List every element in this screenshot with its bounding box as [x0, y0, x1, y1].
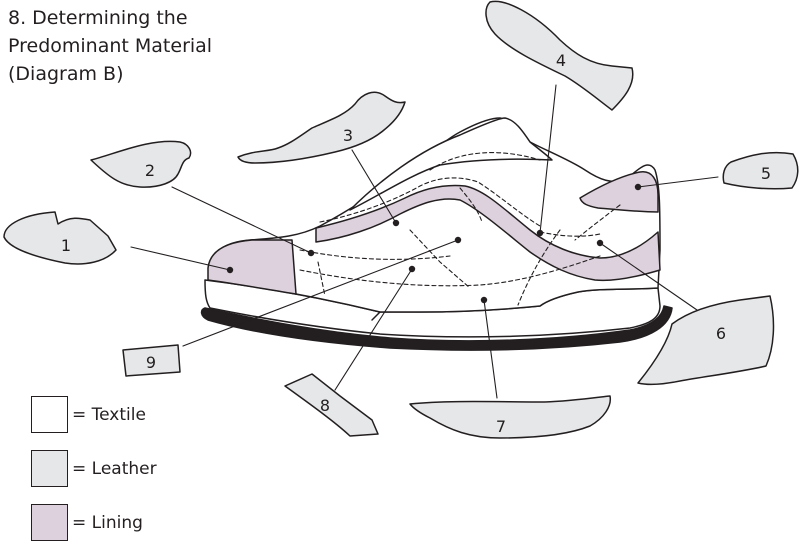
dot-6: [596, 239, 604, 247]
leader-9: [182, 239, 459, 347]
piece-7-shape: [409, 395, 612, 439]
part-label-8: 8: [320, 396, 330, 415]
shoe-toe-cap: [207, 239, 297, 295]
piece-5-shape: [722, 151, 799, 190]
part-label-6: 6: [716, 324, 726, 343]
part-label-5: 5: [761, 164, 771, 183]
legend-lining: = Lining: [31, 504, 143, 541]
part-label-1: 1: [61, 236, 71, 255]
dot-7: [480, 296, 488, 304]
part-label-7: 7: [496, 417, 506, 436]
legend-label-lining: = Lining: [72, 512, 143, 533]
part-label-4: 4: [556, 51, 566, 70]
title-line-2: Predominant Material: [8, 35, 213, 57]
leader-8: [334, 268, 413, 391]
legend-leather: = Leather: [31, 450, 157, 487]
dot-4: [536, 229, 544, 237]
leader-5: [637, 176, 719, 188]
part-label-2: 2: [145, 161, 155, 180]
shoe-heel-tab: [579, 171, 659, 213]
piece-2-shape: [90, 140, 192, 188]
legend-swatch-lining: [31, 504, 68, 541]
piece-4-shape: [485, 0, 634, 111]
title-line-1: 8. Determining the: [8, 7, 188, 29]
leader-7: [483, 299, 498, 399]
title-line-3: (Diagram B): [8, 63, 124, 85]
part-label-3: 3: [343, 126, 353, 145]
shoe-collar-band: [315, 184, 661, 282]
leader-6: [599, 242, 698, 311]
legend-textile: = Textile: [31, 396, 146, 433]
piece-1-shape: [3, 211, 117, 265]
dot-3: [392, 219, 400, 227]
part-label-9: 9: [146, 353, 156, 372]
piece-3-shape: [237, 91, 406, 164]
piece-9-shape: [122, 344, 181, 377]
leader-4: [539, 84, 557, 234]
shoe-outsole: [200, 305, 673, 351]
legend-swatch-leather: [31, 450, 68, 487]
leader-1: [130, 246, 231, 271]
piece-6-shape: [637, 295, 775, 386]
dot-2: [307, 249, 315, 257]
legend-label-leather: = Leather: [72, 458, 157, 479]
dot-5: [634, 183, 642, 191]
leader-3: [351, 149, 397, 224]
dot-9: [454, 236, 462, 244]
piece-8-shape: [284, 373, 379, 437]
diagram-title: 8. Determining the Predominant Material …: [8, 4, 212, 88]
legend-label-textile: = Textile: [72, 404, 146, 425]
leader-2: [171, 186, 312, 254]
dot-8: [408, 265, 416, 273]
dot-1: [226, 266, 234, 274]
legend-swatch-textile: [31, 396, 68, 433]
